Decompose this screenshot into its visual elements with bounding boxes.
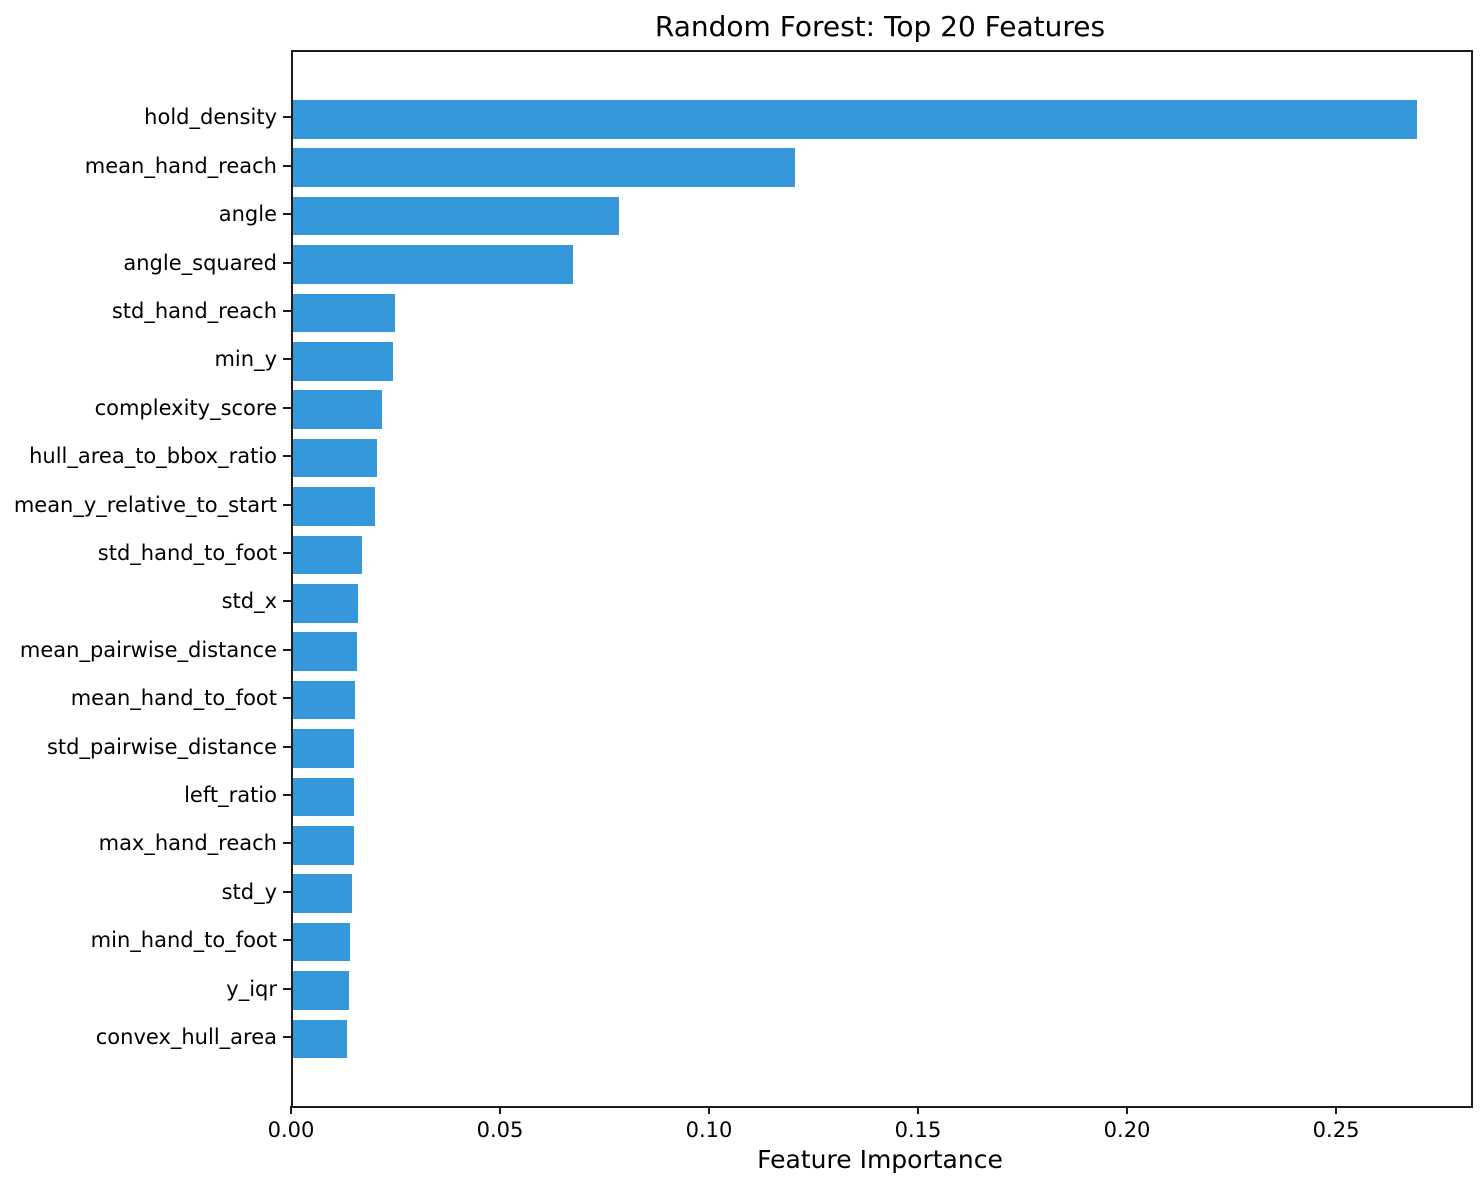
y-tick-mark [283,890,291,893]
y-tick-mark [283,551,291,554]
y-tick-mark [283,1035,291,1038]
bar-std_hand_reach [293,293,395,333]
y-tick-label-std_y: std_y [221,879,277,904]
y-tick-mark [283,600,291,603]
bar-std_pairwise_distance [293,729,355,768]
y-tick-label-left_ratio: left_ratio [184,782,277,807]
y-tick-mark [283,406,291,409]
y-tick-mark [283,697,291,700]
y-tick-label-min_y: min_y [214,347,277,372]
y-tick-label-complexity_score: complexity_score [94,395,277,420]
y-tick-mark [283,261,291,264]
y-tick-label-min_hand_to_foot: min_hand_to_foot [90,928,277,953]
bar-min_hand_to_foot [293,922,351,962]
x-tick-label-0.15: 0.15 [894,1118,942,1142]
x-tick-label-0.10: 0.10 [685,1118,733,1142]
x-tick-mark [708,1106,711,1114]
y-tick-label-mean_hand_reach: mean_hand_reach [84,153,277,178]
bar-angle [293,196,620,236]
y-tick-label-hold_density: hold_density [144,105,277,130]
y-tick-mark [283,116,291,119]
y-tick-label-max_hand_reach: max_hand_reach [98,831,277,856]
bar-mean_y_relative_to_start [293,487,375,526]
x-tick-label-0.00: 0.00 [267,1118,315,1142]
bar-mean_hand_to_foot [293,680,356,720]
chart-title: Random Forest: Top 20 Features [654,10,1106,43]
y-tick-mark [283,164,291,167]
bar-max_hand_reach [293,825,354,865]
x-tick-mark [499,1106,501,1114]
y-tick-label-std_pairwise_distance: std_pairwise_distance [46,734,277,759]
y-tick-label-mean_hand_to_foot: mean_hand_to_foot [70,686,277,711]
bar-std_y [293,874,353,914]
y-tick-mark [283,309,291,312]
y-tick-label-y_iqr: y_iqr [226,976,277,1001]
x-tick-mark [1126,1106,1129,1114]
x-tick-mark [290,1106,292,1114]
y-tick-mark [283,987,291,990]
bar-y_iqr [293,971,349,1010]
y-tick-label-angle_squared: angle_squared [123,250,277,275]
y-tick-label-std_x: std_x [221,589,277,614]
x-tick-mark [917,1106,920,1114]
x-tick-mark [1335,1106,1338,1114]
y-tick-mark [283,213,291,216]
y-tick-label-angle: angle [218,202,277,227]
bar-min_y [293,341,394,381]
y-tick-label-mean_y_relative_to_start: mean_y_relative_to_start [13,492,277,517]
y-tick-label-hull_area_to_bbox_ratio: hull_area_to_bbox_ratio [29,444,277,469]
y-tick-mark [283,358,291,361]
x-axis-label: Feature Importance [757,1145,1003,1174]
bar-convex_hull_area [293,1019,347,1059]
plot-area [291,50,1473,1108]
x-tick-label-0.25: 0.25 [1312,1118,1360,1142]
y-tick-label-mean_pairwise_distance: mean_pairwise_distance [19,637,277,662]
y-tick-mark [283,793,291,796]
y-tick-mark [283,455,291,458]
y-tick-label-convex_hull_area: convex_hull_area [95,1024,277,1049]
bar-std_hand_to_foot [293,535,362,575]
bar-angle_squared [293,245,574,284]
y-tick-label-std_hand_reach: std_hand_reach [111,298,277,323]
bar-complexity_score [293,390,383,430]
y-tick-mark [283,648,291,651]
bar-std_x [293,583,358,623]
x-tick-label-0.05: 0.05 [476,1118,524,1142]
bar-hull_area_to_bbox_ratio [293,438,378,478]
y-tick-mark [283,503,291,506]
y-tick-mark [283,842,291,845]
y-tick-label-std_hand_to_foot: std_hand_to_foot [97,540,277,565]
bar-hold_density [293,99,1418,139]
y-tick-mark [283,939,291,942]
x-tick-label-0.20: 0.20 [1103,1118,1151,1142]
y-tick-mark [283,745,291,748]
bar-mean_hand_reach [293,148,795,188]
bar-mean_pairwise_distance [293,632,357,672]
bar-left_ratio [293,777,354,817]
